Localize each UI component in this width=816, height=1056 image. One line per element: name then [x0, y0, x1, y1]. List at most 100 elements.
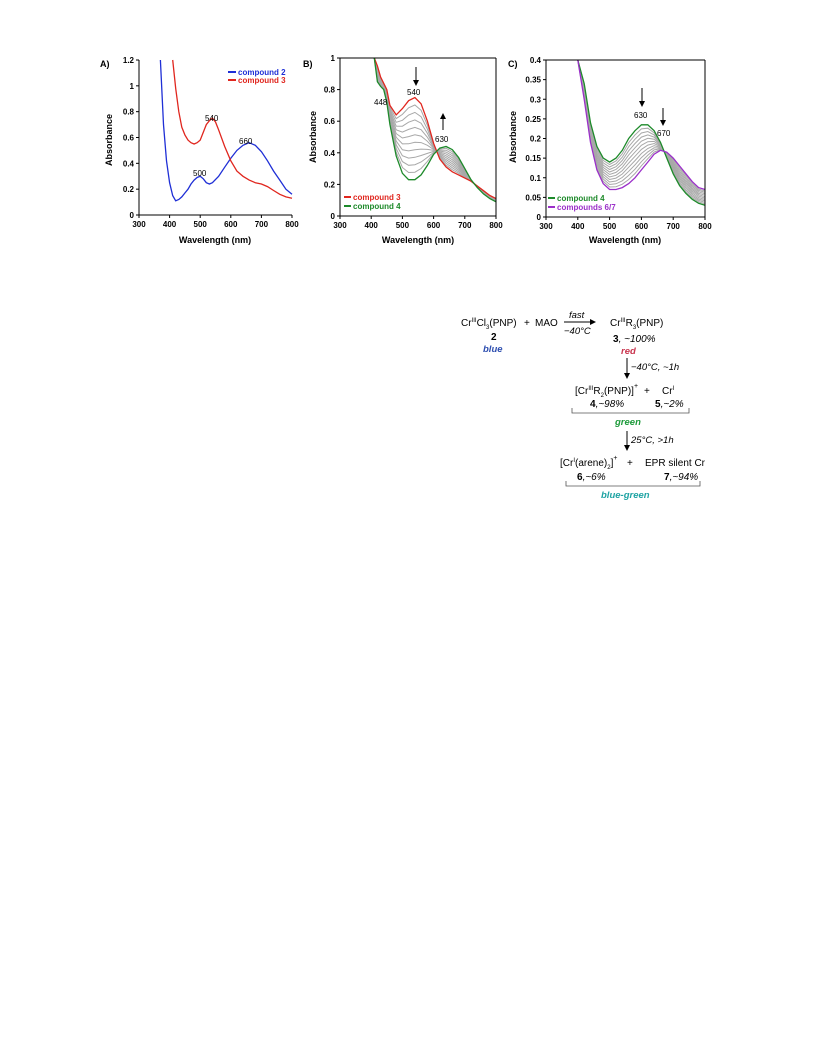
panel-b-chart: B) Absorbance Wavelength (nm) 300 400 500 6…: [303, 54, 503, 245]
legend-label-compound-2: compound 2: [238, 68, 286, 77]
y-tick-label: 0.2: [123, 185, 135, 194]
down-arrow-540-head: [413, 80, 419, 86]
legend-label-compounds-6-7: compounds 6/7: [557, 203, 616, 212]
intermediate-spectrum-line: [577, 59, 706, 193]
intermediate-spectrum-line: [577, 59, 706, 199]
panel-b-annotation-540: 540: [407, 88, 421, 97]
y-tick-label: 0.15: [525, 154, 541, 163]
x-tick-label: 500: [194, 220, 208, 229]
panel-c-ylabel: Absorbance: [508, 111, 518, 163]
mao-reagent: MAO: [535, 318, 558, 329]
compound-5-yield: 5,~2%: [655, 399, 684, 410]
panel-a-label: A): [100, 59, 110, 69]
arrow1-condition-top: fast: [569, 310, 585, 321]
panel-c-xlabel: Wavelength (nm): [589, 235, 661, 245]
panel-a-annotation-500: 500: [193, 169, 207, 178]
reactant-formula: CrIIICl3(PNP): [461, 318, 517, 331]
y-tick-label: 0.3: [530, 95, 542, 104]
series-line-compounds-6-7: [577, 59, 706, 191]
product-6-formula: [CrI(arene)2]+: [560, 455, 617, 471]
intermediate-spectrum-line: [577, 59, 706, 200]
panel-a-chart: A) Absorbance Wavelength (nm) 300 400 500 6…: [100, 56, 299, 245]
compound-3-yield: 3, ~100%: [613, 334, 656, 345]
intermediate-spectrum-line: [577, 59, 706, 192]
compound-7-yield: 7,~94%: [664, 472, 698, 483]
panel-a-annotation-540: 540: [205, 114, 219, 123]
x-tick-label: 400: [163, 220, 177, 229]
x-tick-label: 800: [489, 221, 503, 230]
y-tick-label: 0.4: [324, 149, 336, 158]
panel-c-label: C): [508, 59, 518, 69]
panel-a-xlabel: Wavelength (nm): [179, 235, 251, 245]
y-tick-label: 0.6: [324, 117, 336, 126]
series-line-compound-4: [373, 57, 497, 203]
arrow2-condition: −40°C, ~1h: [631, 362, 679, 373]
intermediate-spectrum-line: [373, 57, 497, 202]
panel-c-legend: compound 4 compounds 6/7: [548, 194, 616, 212]
intermediate-spectrum-line: [577, 59, 706, 198]
reaction-scheme: CrIIICl3(PNP) + MAO fast −40°C CrIIIR3(P…: [461, 310, 706, 501]
y-tick-label: 0.25: [525, 115, 541, 124]
x-tick-label: 500: [603, 222, 617, 231]
intermediate-spectrum-line: [577, 59, 706, 202]
intermediate-spectrum-line: [577, 59, 706, 205]
legend-label-compound-3: compound 3: [238, 76, 286, 85]
y-tick-label: 0.35: [525, 76, 541, 85]
panel-c-annotation-670: 670: [657, 129, 671, 138]
series-line-compound-4: [577, 59, 706, 206]
x-tick-label: 800: [285, 220, 299, 229]
panel-b-annotation-448: 448: [374, 98, 388, 107]
down-arrow-630-head: [639, 101, 645, 107]
series-line-compound-2: [159, 59, 293, 202]
arrow3-condition: 25°C, >1h: [630, 435, 674, 446]
panel-b-annotation-630: 630: [435, 135, 449, 144]
y-tick-label: 0.1: [530, 174, 542, 183]
y-tick-label: 1: [331, 54, 336, 63]
panel-c-annotation-630: 630: [634, 111, 648, 120]
reaction-arrow-2-head: [624, 373, 630, 379]
bracket-4-5: [571, 408, 690, 414]
product-5-formula: CrI: [662, 386, 675, 397]
x-tick-label: 300: [132, 220, 146, 229]
y-tick-label: 0.4: [123, 159, 135, 168]
intermediate-spectrum-line: [577, 59, 706, 196]
y-tick-label: 0.05: [525, 193, 541, 202]
x-tick-label: 700: [667, 222, 681, 231]
series-line-compound-3: [172, 59, 293, 199]
arrow1-condition-bottom: −40°C: [564, 326, 591, 337]
x-tick-label: 600: [224, 220, 238, 229]
compound-3-color: red: [621, 346, 636, 357]
panel-b-xlabel: Wavelength (nm): [382, 235, 454, 245]
panel-a-annotation-660: 660: [239, 137, 253, 146]
y-tick-label: 1: [130, 82, 135, 91]
y-tick-label: 1.2: [123, 56, 135, 65]
panel-a-ylabel: Absorbance: [104, 114, 114, 166]
y-tick-label: 0.8: [123, 108, 135, 117]
y-tick-label: 0.8: [324, 86, 336, 95]
plus-sign-1: +: [524, 318, 530, 329]
x-tick-label: 300: [539, 222, 553, 231]
y-tick-label: 0.2: [530, 135, 542, 144]
plus-sign-2: +: [644, 386, 650, 397]
compound-2-label: 2: [491, 332, 497, 343]
y-tick-label: 0.2: [324, 180, 336, 189]
intermediate-spectrum-line: [577, 59, 706, 195]
bracket-6-7: [565, 481, 701, 487]
product-7-formula: EPR silent Cr: [645, 458, 706, 469]
panel-b-ylabel: Absorbance: [308, 111, 318, 163]
legend-label-compound-4: compound 4: [557, 194, 605, 203]
x-tick-label: 700: [458, 221, 472, 230]
y-tick-label: 0: [130, 211, 135, 220]
compound-6-yield: 6,~6%: [577, 472, 606, 483]
down-arrow-670-head: [660, 120, 666, 126]
x-tick-label: 600: [635, 222, 649, 231]
x-tick-label: 300: [333, 221, 347, 230]
x-tick-label: 500: [396, 221, 410, 230]
legend-label-compound-4: compound 4: [353, 202, 401, 211]
up-arrow-630-head: [440, 113, 446, 119]
x-tick-label: 400: [571, 222, 585, 231]
x-tick-label: 800: [698, 222, 712, 231]
x-tick-label: 700: [255, 220, 269, 229]
compound-4-yield: 4,~98%: [590, 399, 624, 410]
compounds-4-5-color: green: [614, 417, 641, 428]
